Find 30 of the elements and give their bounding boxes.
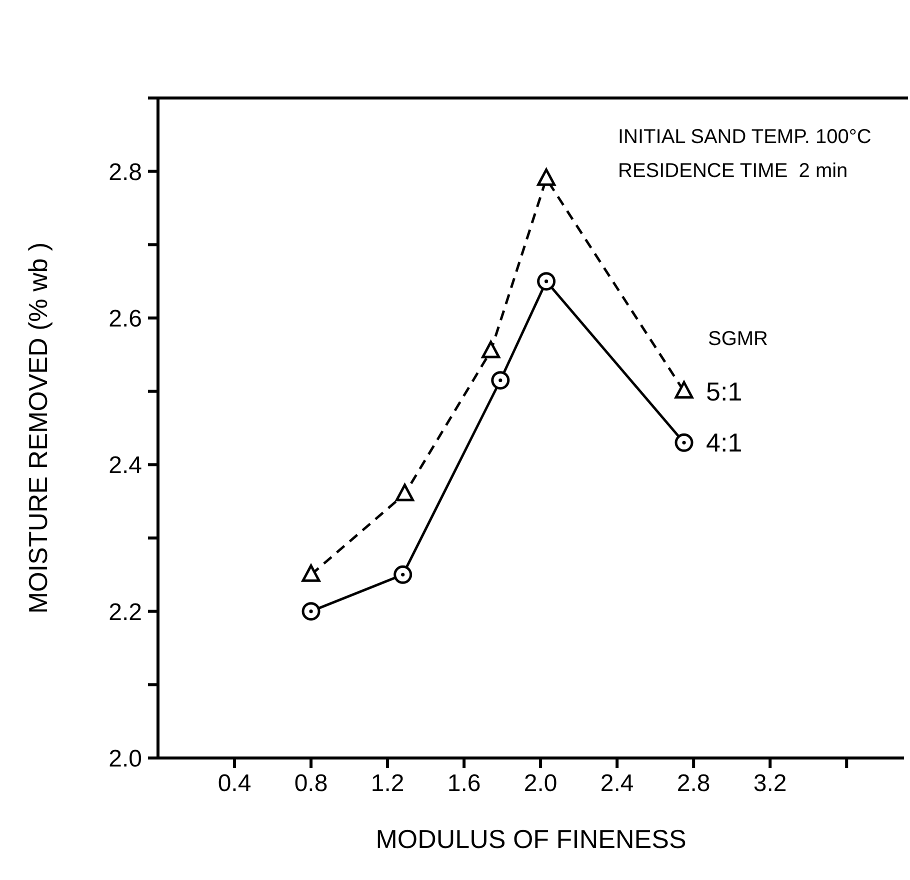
point (394, 565, 412, 584)
x-axis-title: MODULUS OF FINENESS (376, 824, 686, 854)
y-tick-label: 2.8 (108, 158, 142, 186)
y-tick-label: 2.6 (108, 306, 142, 333)
x-tick-label: 2.8 (676, 770, 710, 798)
x-tick-label: 0.4 (218, 770, 252, 798)
y-tick-label: 2.2 (108, 598, 142, 626)
legend-title: SGMR (708, 328, 768, 351)
point (674, 433, 694, 452)
point (396, 484, 414, 502)
x-tick-label: 1.2 (370, 770, 404, 798)
point (302, 602, 320, 621)
x-tick-label: 0.8 (294, 770, 328, 798)
series-label: 4:1 (706, 428, 742, 458)
x-tick-label: 3.2 (753, 770, 787, 798)
point (537, 168, 556, 186)
annotation: INITIAL SAND TEMP. 100°C (618, 125, 872, 150)
x-tick-label: 1.6 (447, 770, 481, 798)
point (491, 371, 510, 390)
y-tick-label: 2.0 (108, 746, 142, 773)
annotation: RESIDENCE TIME 2 min (618, 159, 849, 184)
point (482, 340, 500, 358)
point (302, 564, 320, 582)
y-tick-label: 2.4 (108, 452, 142, 480)
series-label: 5:1 (706, 376, 742, 406)
x-tick-label: 2.4 (600, 770, 634, 798)
point (537, 272, 556, 291)
x-tick-label: 2.0 (524, 770, 558, 798)
y-axis-title: MOISTURE REMOVED (% wb ) (23, 242, 54, 614)
point (674, 381, 694, 399)
